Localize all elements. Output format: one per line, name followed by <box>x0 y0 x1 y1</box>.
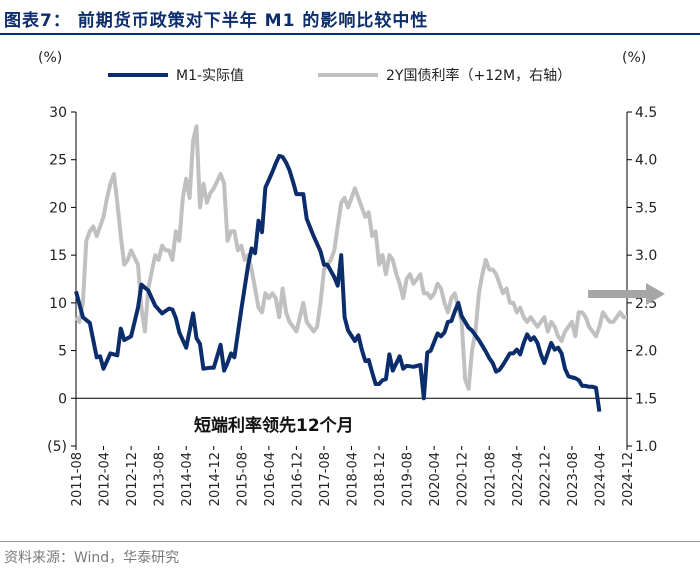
figure-title: 图表7： 前期货币政策对下半年 M1 的影响比较中性 <box>4 11 429 31</box>
right-tick-label: 4.0 <box>635 153 657 169</box>
left-tick-label: 20 <box>49 200 67 216</box>
legend-m1-label: M1-实际值 <box>176 68 244 84</box>
left-tick-label: 15 <box>49 248 67 264</box>
x-tick-label: 2016-12 <box>290 452 305 506</box>
x-tick-label: 2022-12 <box>538 452 553 506</box>
left-tick-label: 25 <box>49 153 67 169</box>
title-underline <box>0 33 700 35</box>
left-tick-label: 0 <box>58 391 67 407</box>
x-tick-label: 2023-08 <box>566 452 581 506</box>
right-tick-label: 4.5 <box>635 105 657 121</box>
x-tick-label: 2013-08 <box>153 452 168 506</box>
x-tick-label: 2012-04 <box>98 452 113 506</box>
series-group <box>74 124 627 412</box>
left-tick-label: 5 <box>58 344 67 360</box>
x-tick-label: 2020-12 <box>456 452 471 506</box>
x-tick-label: 2024-04 <box>593 452 608 506</box>
left-axis-unit: (%) <box>38 50 62 66</box>
right-tick-label: 1.5 <box>635 391 657 407</box>
series-line-m1 <box>74 153 602 412</box>
left-axis-ticks: (5) 0 5 10 15 20 25 30 <box>47 105 76 455</box>
right-tick-label: 3.5 <box>635 200 657 216</box>
right-tick-label: 2.0 <box>635 344 657 360</box>
x-tick-label: 2020-04 <box>428 452 443 506</box>
x-axis-ticks: 2011-08 2012-04 2012-12 2013-08 2014-04 2014-… <box>70 446 636 506</box>
x-tick-label: 2019-08 <box>401 452 416 506</box>
right-tick-label: 1.0 <box>635 439 657 455</box>
x-tick-label: 2012-12 <box>125 452 140 506</box>
left-tick-label: 30 <box>49 105 67 121</box>
x-tick-label: 2022-04 <box>511 452 526 506</box>
footer-rule <box>0 541 700 542</box>
right-arrow-icon <box>588 283 665 305</box>
left-tick-label: (5) <box>47 439 67 455</box>
x-tick-label: 2018-12 <box>373 452 388 506</box>
x-tick-label: 2015-08 <box>235 452 250 506</box>
right-axis-unit: (%) <box>622 50 646 66</box>
right-axis-ticks: 1.01.52.02.53.03.54.04.5 <box>627 105 657 455</box>
lead-annotation: 短端利率领先12个月 <box>194 415 354 436</box>
x-tick-label: 2018-04 <box>346 452 361 506</box>
x-tick-label: 2024-12 <box>621 452 636 506</box>
x-tick-label: 2017-08 <box>318 452 333 506</box>
left-tick-label: 10 <box>49 296 67 312</box>
x-tick-label: 2014-04 <box>180 452 195 506</box>
x-tick-label: 2021-08 <box>483 452 498 506</box>
x-tick-label: 2014-12 <box>208 452 223 506</box>
x-tick-label: 2011-08 <box>70 452 85 506</box>
series-line-bond-yield <box>74 124 627 391</box>
x-tick-label: 2016-04 <box>263 452 278 506</box>
source-note: 资料来源：Wind，华泰研究 <box>4 550 180 566</box>
legend-bond-label: 2Y国债利率（+12M，右轴） <box>386 67 571 84</box>
axes <box>75 112 628 446</box>
right-tick-label: 3.0 <box>635 248 657 264</box>
